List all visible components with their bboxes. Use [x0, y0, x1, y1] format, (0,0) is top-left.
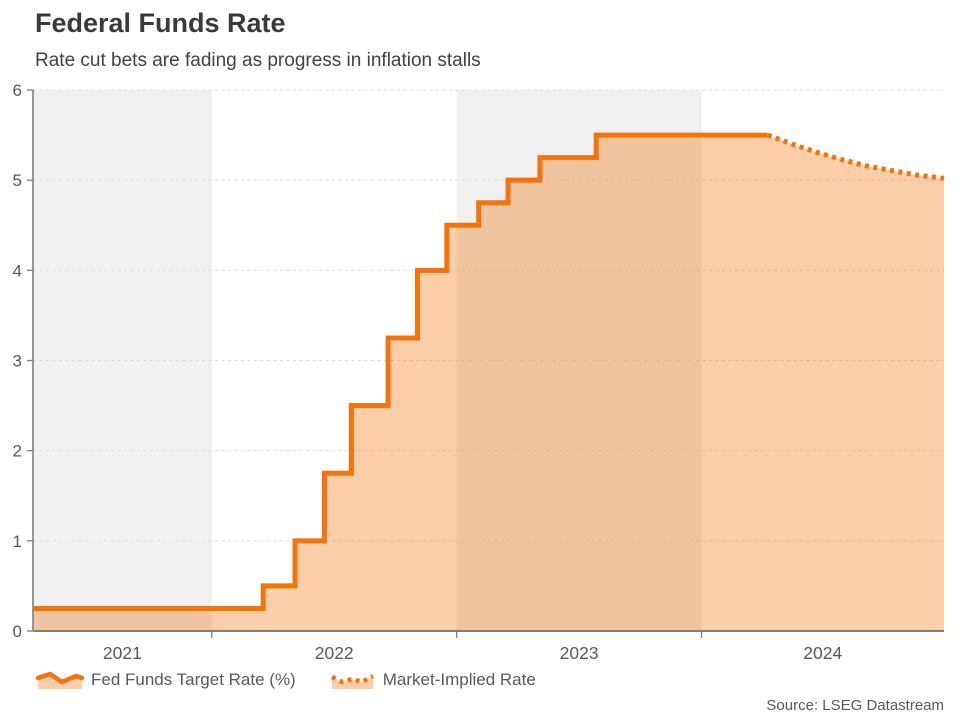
y-tick-label: 1	[13, 532, 22, 551]
solid-area-series-icon	[36, 671, 84, 689]
market-implied-rate-line	[766, 132, 945, 181]
legend-item-market-implied: Market-Implied Rate	[330, 669, 536, 691]
y-tick-label: 3	[13, 352, 22, 371]
legend-item-target-rate: Fed Funds Target Rate (%)	[36, 669, 296, 691]
rate-area-fill	[33, 135, 944, 632]
dotted-area-series-icon	[330, 674, 374, 689]
gridlines	[33, 89, 944, 542]
x-year-label: 2022	[315, 643, 354, 663]
y-tick-label: 5	[13, 171, 22, 190]
legend: Fed Funds Target Rate (%) Market-Implied…	[36, 669, 536, 691]
y-tick-label: 2	[13, 442, 22, 461]
y-tick-label: 0	[13, 622, 22, 641]
axis-tick-labels: 0 1 2 3 4 5 6 2021 2022 2023 2024	[13, 81, 843, 663]
source-attribution: Source: LSEG Datastream	[766, 697, 944, 714]
axes	[27, 89, 944, 638]
x-year-label: 2024	[803, 643, 842, 663]
x-year-label: 2021	[103, 643, 142, 663]
fed-funds-target-rate-line	[33, 132, 768, 611]
legend-label-target-rate: Fed Funds Target Rate (%)	[91, 670, 296, 689]
page-subtitle: Rate cut bets are fading as progress in …	[35, 50, 481, 71]
x-year-label: 2023	[560, 643, 599, 663]
page-title: Federal Funds Rate	[35, 8, 286, 38]
year-band	[33, 90, 212, 631]
y-tick-label: 4	[13, 261, 22, 280]
legend-label-market-implied: Market-Implied Rate	[382, 670, 536, 689]
y-tick-label: 6	[13, 81, 22, 100]
